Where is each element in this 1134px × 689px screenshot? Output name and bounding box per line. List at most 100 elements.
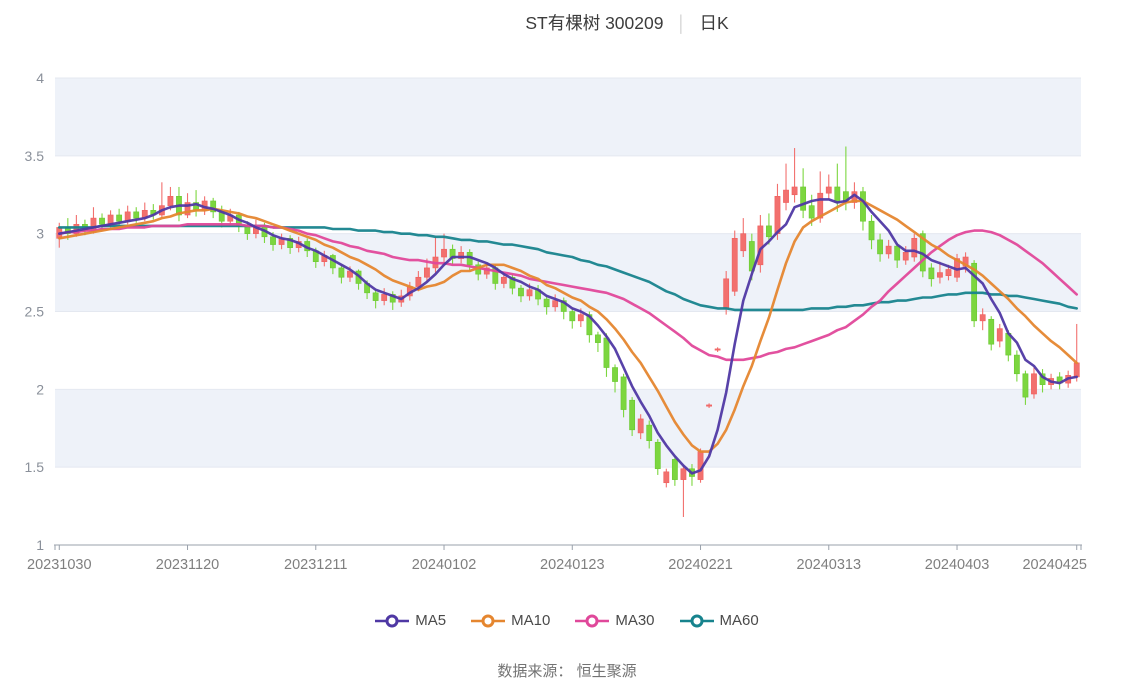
legend-label-ma5: MA5 xyxy=(415,612,447,629)
x-tick-label: 20240425 xyxy=(1022,557,1087,573)
candle xyxy=(945,269,952,276)
candle xyxy=(834,186,841,203)
x-tick-label: 20240313 xyxy=(797,557,862,573)
kline-plot-area: 4 3.5 3 2.5 2 1.5 1 20231030 20231120 20231211 202… xyxy=(25,70,1087,573)
y-tick-label: 4 xyxy=(36,70,44,86)
ma5-legend-icon xyxy=(375,614,410,627)
candle xyxy=(731,238,738,292)
candle xyxy=(518,287,524,297)
x-tick-label: 20231030 xyxy=(27,557,92,573)
y-tick-label: 1 xyxy=(36,537,44,553)
candle xyxy=(808,205,815,219)
candle xyxy=(543,298,550,308)
legend-label-ma30: MA30 xyxy=(615,612,655,629)
chart-title: ST有棵树 300209 │ 日K xyxy=(0,10,1134,35)
legend-item-ma5[interactable]: MA5 xyxy=(375,612,446,629)
ma10-legend-icon xyxy=(471,614,506,627)
candle xyxy=(372,292,379,301)
ma30-line xyxy=(57,223,1078,362)
candle xyxy=(569,311,576,322)
legend-item-ma10[interactable]: MA10 xyxy=(471,612,550,629)
x-tick-label: 20231120 xyxy=(156,557,219,573)
candle xyxy=(988,318,995,345)
candle xyxy=(526,289,533,297)
candle xyxy=(1031,373,1037,395)
candle xyxy=(680,468,687,480)
legend-item-ma30[interactable]: MA30 xyxy=(575,612,655,629)
candle xyxy=(817,192,824,219)
candle xyxy=(740,233,747,252)
candle xyxy=(133,211,140,219)
ma5-line xyxy=(57,193,1078,475)
period-label: 日K xyxy=(699,13,729,33)
legend-item-ma60[interactable]: MA60 xyxy=(679,612,759,629)
candle xyxy=(1022,373,1029,398)
candle xyxy=(774,196,781,234)
y-tick-label: 1.5 xyxy=(25,459,45,475)
candle xyxy=(757,225,764,266)
title-separator: │ xyxy=(676,16,687,33)
legend-label-ma60: MA60 xyxy=(719,612,759,629)
candle xyxy=(389,294,396,303)
candle xyxy=(962,256,969,267)
split-band xyxy=(55,78,1081,156)
candle xyxy=(714,348,721,351)
candle xyxy=(911,238,918,258)
x-tick-label: 20231211 xyxy=(284,557,347,573)
candle xyxy=(996,328,1003,342)
candle xyxy=(560,300,567,312)
legend: MA5 MA10 MA30 MA60 xyxy=(0,612,1134,629)
candle xyxy=(800,186,807,211)
candle xyxy=(671,459,678,480)
candle xyxy=(766,225,772,238)
candle xyxy=(458,252,465,259)
candle xyxy=(270,236,276,245)
candle xyxy=(552,300,559,308)
candle xyxy=(783,189,789,203)
candle xyxy=(654,441,661,470)
candle xyxy=(99,217,105,225)
x-tick-label: 20240221 xyxy=(668,557,733,573)
y-tick-label: 3 xyxy=(36,226,44,242)
candle xyxy=(381,294,388,301)
candle xyxy=(586,314,593,336)
candle xyxy=(868,220,875,241)
data-source: 数据来源： 恒生聚源 xyxy=(497,663,637,680)
x-tick-label: 20240123 xyxy=(540,557,605,573)
candle xyxy=(1073,362,1080,378)
candle xyxy=(885,245,892,255)
candle xyxy=(894,245,901,261)
candle xyxy=(979,314,986,322)
candle xyxy=(860,191,866,222)
candle xyxy=(877,239,883,255)
candle xyxy=(415,276,422,287)
ma10-line xyxy=(57,199,1078,453)
candle xyxy=(184,202,191,216)
candle xyxy=(500,276,507,284)
candle xyxy=(210,200,217,213)
stock-title: ST有棵树 300209 xyxy=(525,13,664,33)
candle xyxy=(509,276,516,289)
candle xyxy=(629,399,636,431)
candle xyxy=(603,337,610,368)
legend-label-ma10: MA10 xyxy=(511,612,551,629)
candle xyxy=(612,367,618,382)
candle xyxy=(167,196,174,206)
candle xyxy=(902,252,909,261)
candle xyxy=(723,278,730,309)
ma30-legend-icon xyxy=(575,614,610,627)
x-tick-label: 20240403 xyxy=(925,557,990,573)
candle xyxy=(646,424,653,442)
candle xyxy=(706,404,712,407)
candle xyxy=(441,248,447,258)
candle xyxy=(424,267,430,278)
ma60-legend-icon xyxy=(679,614,714,627)
candle xyxy=(663,471,670,484)
candle xyxy=(791,186,798,196)
y-tick-label: 3.5 xyxy=(25,148,45,164)
candle xyxy=(577,314,584,322)
candle xyxy=(928,267,935,280)
y-tick-label: 2 xyxy=(36,381,44,397)
candle xyxy=(1013,354,1020,375)
candle xyxy=(116,214,123,222)
